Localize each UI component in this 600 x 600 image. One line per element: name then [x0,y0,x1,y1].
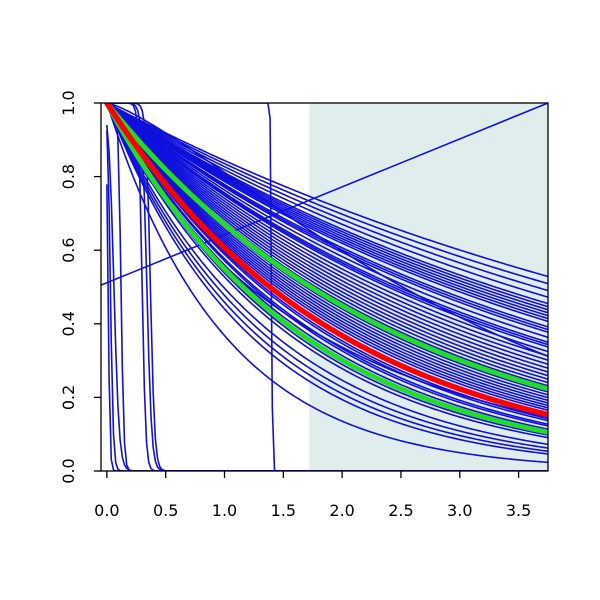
series-line-exponential [106,103,548,331]
series-line-exponential [106,103,548,455]
x-tick-label: 1.5 [271,501,296,520]
series-line-exponential [106,103,548,373]
series-line-exponential [106,103,548,357]
series-line-exponential [106,103,548,353]
series-line-exponential [106,103,548,453]
y-tick-label: 0.0 [59,458,78,483]
x-tick-label: 3.5 [506,501,531,520]
y-tick-label: 0.6 [59,237,78,262]
y-axis: 0.0 0.2 0.4 0.6 0.8 1.0 [59,90,101,484]
series-line-exponential [106,103,548,361]
series-line-exponential [106,103,548,402]
series-line-exponential [106,103,548,308]
series-line-exponential [106,103,548,446]
x-tick-label: 1.0 [212,501,237,520]
series-line-exponential [106,103,548,366]
series-line-band [104,103,548,435]
series-line-exponential [106,103,548,409]
series-line-exponential [106,103,548,339]
series-line-exponential [106,103,548,399]
series-line-exponential [106,103,548,317]
series-line-power [106,103,548,358]
series-line-exponential [106,103,548,328]
x-tick-label: 2.5 [388,501,413,520]
series-line-exponential [106,103,548,314]
series-line-exponential [106,103,548,422]
y-tick-label: 1.0 [59,90,78,115]
series-line-linear [101,103,548,286]
series-line-exponential [106,103,548,439]
series-line-exponential [106,103,548,404]
series-line-exponential [106,103,548,323]
series-line-exponential [106,103,548,278]
series-line-exponential [106,103,548,449]
series-line-exponential [106,103,548,298]
x-tick-label: 2.0 [329,501,354,520]
series-line-exponential [106,103,548,320]
series-line-exponential [106,103,548,333]
y-tick-label: 0.2 [59,385,78,410]
y-tick-label: 0.8 [59,164,78,189]
series-line-exponential [106,103,548,427]
series-line-exponential [106,103,548,384]
x-tick-label: 0.0 [94,501,119,520]
y-tick-label: 0.4 [59,311,78,336]
series-line-exponential [106,103,548,311]
series-line-exponential [106,103,548,396]
series-line-exponential [106,103,548,305]
x-tick-label: 3.0 [447,501,472,520]
series-line-exponential [106,103,548,377]
curve-layer [101,103,548,471]
series-line-highlight [104,103,548,418]
x-axis: 0.0 0.5 1.0 1.5 2.0 2.5 3.0 3.5 [94,471,531,520]
plot-frame [100,102,549,472]
series-line-exponential [106,103,548,292]
series-line-band [104,103,548,392]
x-tick-label: 0.5 [153,501,178,520]
series-line-power [106,103,548,464]
series-line-exponential [106,103,548,380]
series-line-exponential [106,103,548,407]
series-line-exponential [106,103,548,369]
series-line-exponential [106,103,548,348]
